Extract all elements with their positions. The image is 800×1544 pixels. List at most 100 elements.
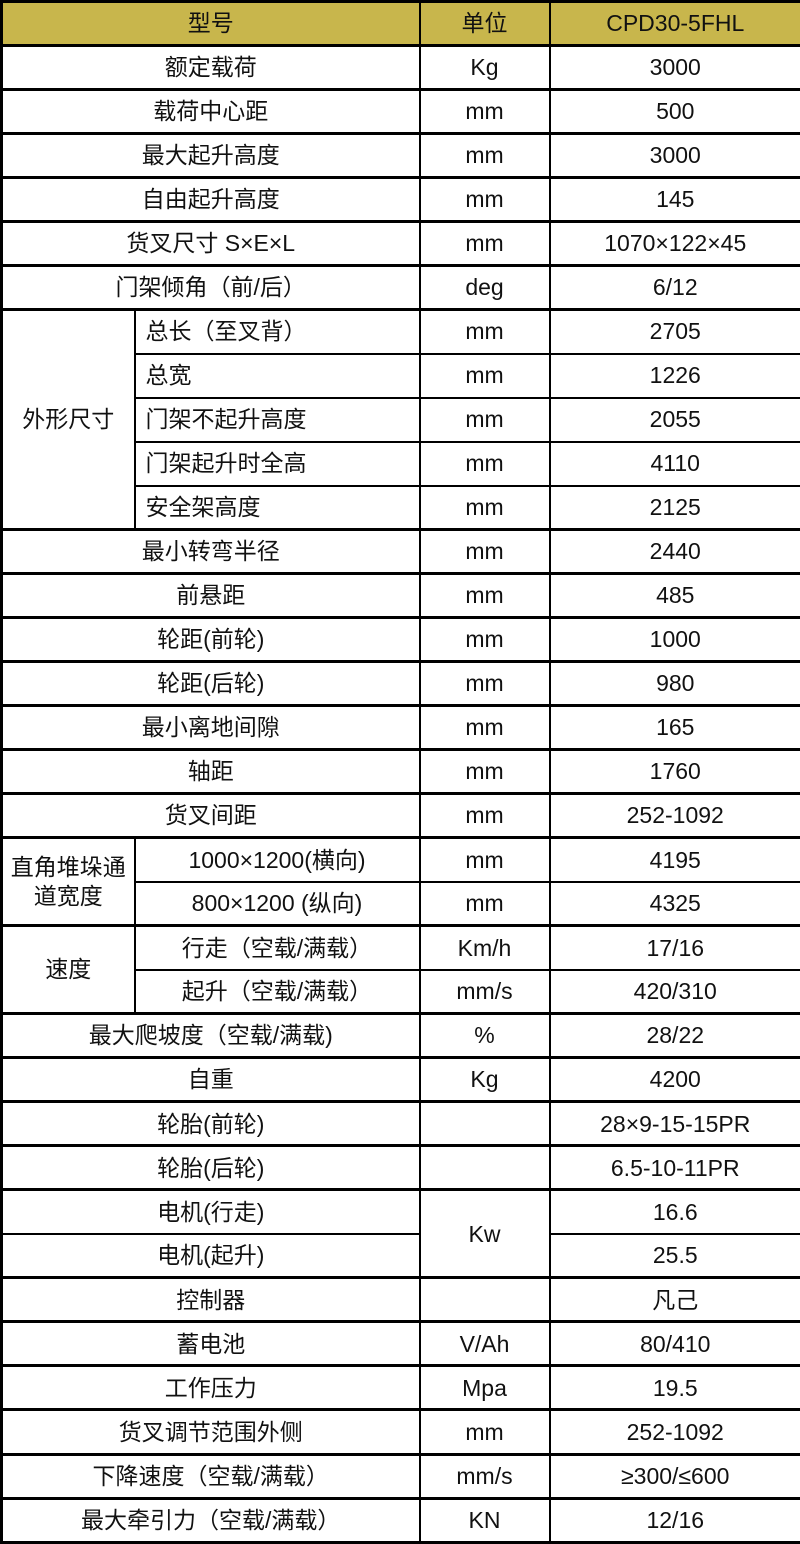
spec-unit: deg — [418, 264, 551, 311]
spec-row: 自由起升高度 mm 145 — [0, 176, 800, 223]
spec-row: 总宽 mm 1226 — [2, 352, 800, 399]
spec-unit: mm — [418, 836, 551, 883]
header-value: CPD30-5FHL — [548, 0, 800, 47]
spec-unit — [418, 1100, 551, 1147]
spec-value: 4195 — [548, 836, 800, 883]
spec-unit: mm — [418, 572, 551, 619]
spec-unit: mm — [418, 352, 551, 399]
spec-group-label: 直角堆垛通道宽度 — [0, 836, 136, 927]
spec-row: 外形尺寸 总长（至叉背） mm 2705 — [0, 308, 800, 531]
spec-unit — [418, 1276, 551, 1323]
spec-unit: mm/s — [418, 1452, 551, 1500]
spec-value: 252-1092 — [548, 1408, 800, 1456]
spec-unit: % — [418, 1012, 551, 1059]
spec-label: 门架倾角（前/后） — [0, 264, 421, 311]
spec-value: 2055 — [548, 396, 800, 443]
spec-unit: mm — [418, 792, 551, 839]
spec-unit: mm — [418, 528, 551, 575]
spec-label: 1000×1200(横向) — [133, 836, 421, 883]
spec-value: 6.5-10-11PR — [548, 1144, 800, 1191]
spec-row: 货叉间距 mm 252-1092 — [0, 792, 800, 839]
spec-row: 门架倾角（前/后） deg 6/12 — [0, 264, 800, 311]
spec-label: 轮胎(后轮) — [0, 1144, 421, 1191]
spec-row: 最大起升高度 mm 3000 — [0, 132, 800, 179]
spec-unit: mm — [418, 308, 551, 355]
spec-value: 2440 — [548, 528, 800, 575]
spec-value: 980 — [548, 660, 800, 707]
spec-label: 电机(行走) — [0, 1188, 421, 1235]
spec-value: 17/16 — [548, 924, 800, 971]
spec-row: 工作压力 Mpa 19.5 — [0, 1364, 800, 1411]
spec-label: 最大爬坡度（空载/满载) — [0, 1012, 421, 1059]
spec-row: 轮距(前轮) mm 1000 — [0, 616, 800, 663]
spec-label: 蓄电池 — [0, 1320, 421, 1367]
spec-label: 自由起升高度 — [0, 176, 421, 223]
spec-row: 下降速度（空载/满载） mm/s ≥300/≤600 — [0, 1452, 800, 1500]
spec-value: 4110 — [548, 440, 800, 487]
spec-row: 直角堆垛通道宽度 1000×1200(横向) mm 4195 — [0, 836, 800, 927]
spec-label: 最小离地间隙 — [0, 704, 421, 751]
spec-row: 蓄电池 V/Ah 80/410 — [0, 1320, 800, 1367]
spec-unit: mm — [418, 880, 551, 927]
spec-row: 额定载荷 Kg 3000 — [0, 43, 800, 91]
spec-label: 安全架高度 — [133, 484, 421, 531]
spec-unit: mm — [418, 748, 551, 795]
spec-row: 轴距 mm 1760 — [0, 748, 800, 795]
spec-label: 控制器 — [0, 1276, 421, 1323]
spec-unit: mm — [418, 704, 551, 751]
spec-value: 420/310 — [548, 968, 800, 1015]
spec-label: 行走（空载/满载） — [133, 924, 421, 971]
spec-row: 前悬距 mm 485 — [0, 572, 800, 619]
spec-row: 800×1200 (纵向) mm 4325 — [2, 880, 800, 927]
spec-label: 工作压力 — [0, 1364, 421, 1411]
spec-label: 货叉间距 — [0, 792, 421, 839]
spec-row: 最小离地间隙 mm 165 — [0, 704, 800, 751]
spec-value: 1070×122×45 — [548, 220, 800, 267]
spec-row: 货叉尺寸 S×E×L mm 1070×122×45 — [0, 220, 800, 267]
spec-label: 自重 — [0, 1056, 421, 1103]
spec-label: 轴距 — [0, 748, 421, 795]
spec-row: 电机(行走) Kw 16.6 — [0, 1188, 800, 1279]
spec-unit: mm — [418, 88, 551, 135]
spec-value: 4200 — [548, 1056, 800, 1103]
spec-unit: mm — [418, 176, 551, 223]
spec-unit: mm — [418, 396, 551, 443]
spec-value: 2125 — [548, 484, 800, 531]
spec-row: 门架不起升高度 mm 2055 — [2, 396, 800, 443]
spec-value: 3000 — [548, 132, 800, 179]
header-unit: 单位 — [418, 0, 551, 47]
spec-value: 19.5 — [548, 1364, 800, 1411]
spec-label: 载荷中心距 — [0, 88, 421, 135]
spec-value: 25.5 — [548, 1232, 800, 1279]
spec-unit: Kg — [418, 43, 551, 91]
spec-unit: mm — [418, 660, 551, 707]
spec-label: 额定载荷 — [0, 43, 421, 91]
spec-value: 500 — [548, 88, 800, 135]
spec-group-label: 速度 — [0, 924, 136, 1015]
spec-unit — [418, 1144, 551, 1191]
spec-row: 最大牵引力（空载/满载） KN 12/16 — [0, 1496, 800, 1544]
spec-label: 总宽 — [133, 352, 421, 399]
spec-value: 165 — [548, 704, 800, 751]
spec-value: 485 — [548, 572, 800, 619]
spec-label: 下降速度（空载/满载） — [0, 1452, 421, 1500]
spec-row: 最大爬坡度（空载/满载)% 28/22 — [0, 1012, 800, 1059]
spec-label: 总长（至叉背） — [133, 308, 421, 355]
spec-label: 轮距(后轮) — [0, 660, 421, 707]
spec-label: 800×1200 (纵向) — [133, 880, 421, 927]
spec-value: 4325 — [548, 880, 800, 927]
spec-value: 12/16 — [548, 1496, 800, 1544]
spec-label: 最大起升高度 — [0, 132, 421, 179]
spec-label: 电机(起升) — [0, 1232, 421, 1279]
spec-row: 电机(起升) 25.5 — [0, 1232, 800, 1279]
header-model: 型号 — [0, 0, 421, 47]
spec-value: 28×9-15-15PR — [548, 1100, 800, 1147]
spec-row: 起升（空载/满载） mm/s 420/310 — [2, 968, 800, 1015]
spec-unit: mm — [418, 1408, 551, 1456]
spec-unit: mm — [418, 132, 551, 179]
spec-value: ≥300/≤600 — [548, 1452, 800, 1500]
spec-unit: KN — [418, 1496, 551, 1544]
spec-row: 门架起升时全高 mm 4110 — [2, 440, 800, 487]
spec-value: 凡己 — [548, 1276, 800, 1323]
